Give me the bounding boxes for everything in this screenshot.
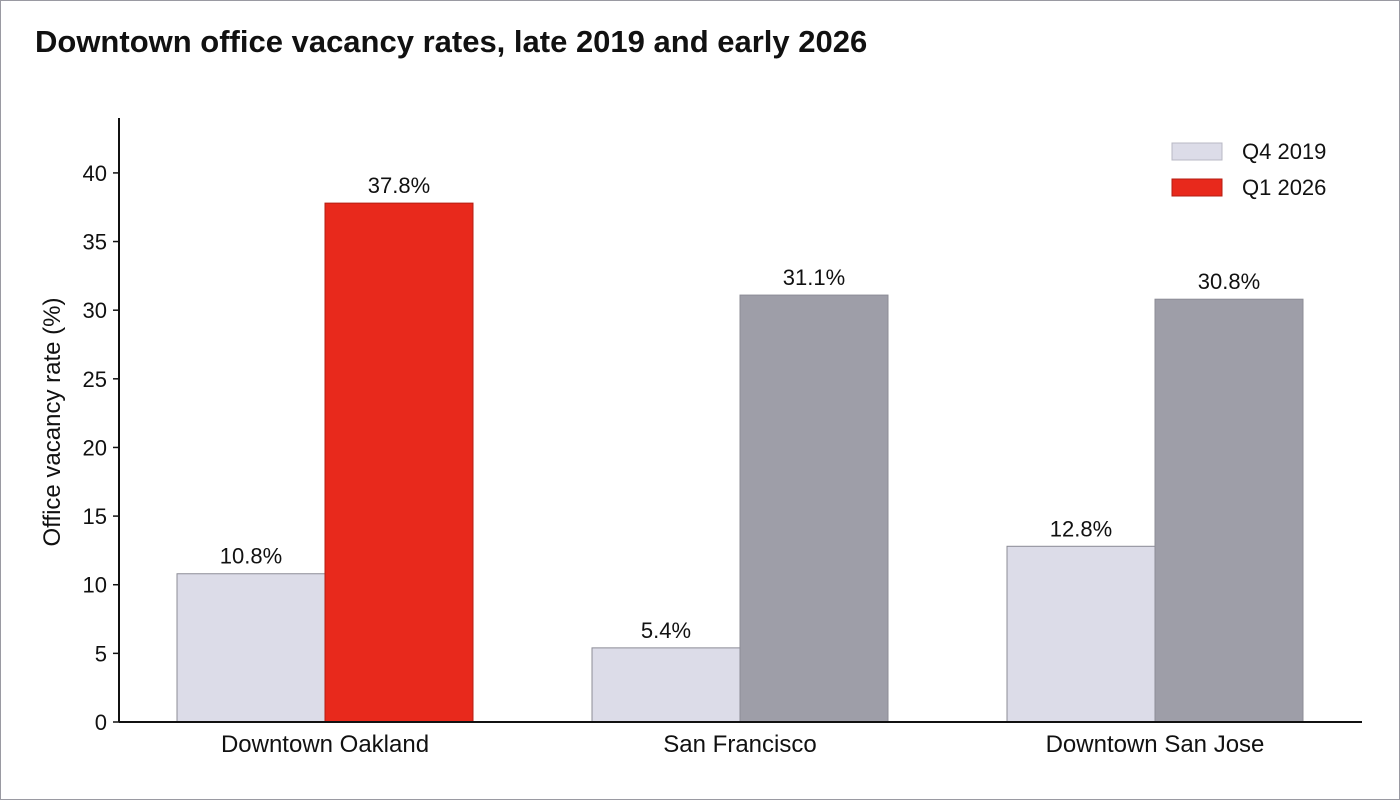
bar-value-label: 31.1% <box>783 265 845 290</box>
y-tick-label: 25 <box>83 367 107 392</box>
bar-value-label: 5.4% <box>641 618 691 643</box>
legend-swatch <box>1171 178 1223 197</box>
y-tick-label: 20 <box>83 435 107 460</box>
y-tick-label: 35 <box>83 230 107 255</box>
chart-title: Downtown office vacancy rates, late 2019… <box>35 24 868 59</box>
y-ticks: 0 5 10 15 20 25 30 35 40 <box>83 161 119 735</box>
legend-swatch <box>1171 142 1223 161</box>
bar-q4-2019-1 <box>591 647 741 723</box>
y-tick-label: 5 <box>95 641 107 666</box>
bar-q4-2019-2 <box>1006 545 1156 723</box>
y-tick-label: 0 <box>95 710 107 735</box>
bar-q1-2026-0 <box>324 202 474 723</box>
bar-q1-2026-1 <box>739 294 889 723</box>
bar-q4-2019-0 <box>176 573 326 723</box>
legend: Q4 2019 Q1 2026 <box>1171 139 1326 200</box>
bars: 10.8% 37.8% 5.4% 31.1% 12.8% 30.8% <box>176 173 1304 723</box>
bar-value-label: 30.8% <box>1198 269 1260 294</box>
bar-value-label: 12.8% <box>1050 516 1112 541</box>
x-category-label: San Francisco <box>663 731 816 758</box>
bar-value-label: 10.8% <box>220 544 282 569</box>
axes <box>118 118 1362 723</box>
y-tick-label: 30 <box>83 298 107 323</box>
legend-label: Q4 2019 <box>1242 139 1326 164</box>
y-tick-label: 40 <box>83 161 107 186</box>
y-tick-label: 10 <box>83 573 107 598</box>
x-category-label: Downtown San Jose <box>1046 731 1265 758</box>
x-category-label: Downtown Oakland <box>221 731 429 758</box>
legend-label: Q1 2026 <box>1242 175 1326 200</box>
y-axis-title-group: Office vacancy rate (%) <box>39 298 66 547</box>
bar-q1-2026-2 <box>1154 298 1304 723</box>
category-labels: Downtown Oakland San Francisco Downtown Sa… <box>221 731 1264 758</box>
y-tick-label: 15 <box>83 504 107 529</box>
bar-value-label: 37.8% <box>368 173 430 198</box>
y-axis-title: Office vacancy rate (%) <box>39 298 66 547</box>
